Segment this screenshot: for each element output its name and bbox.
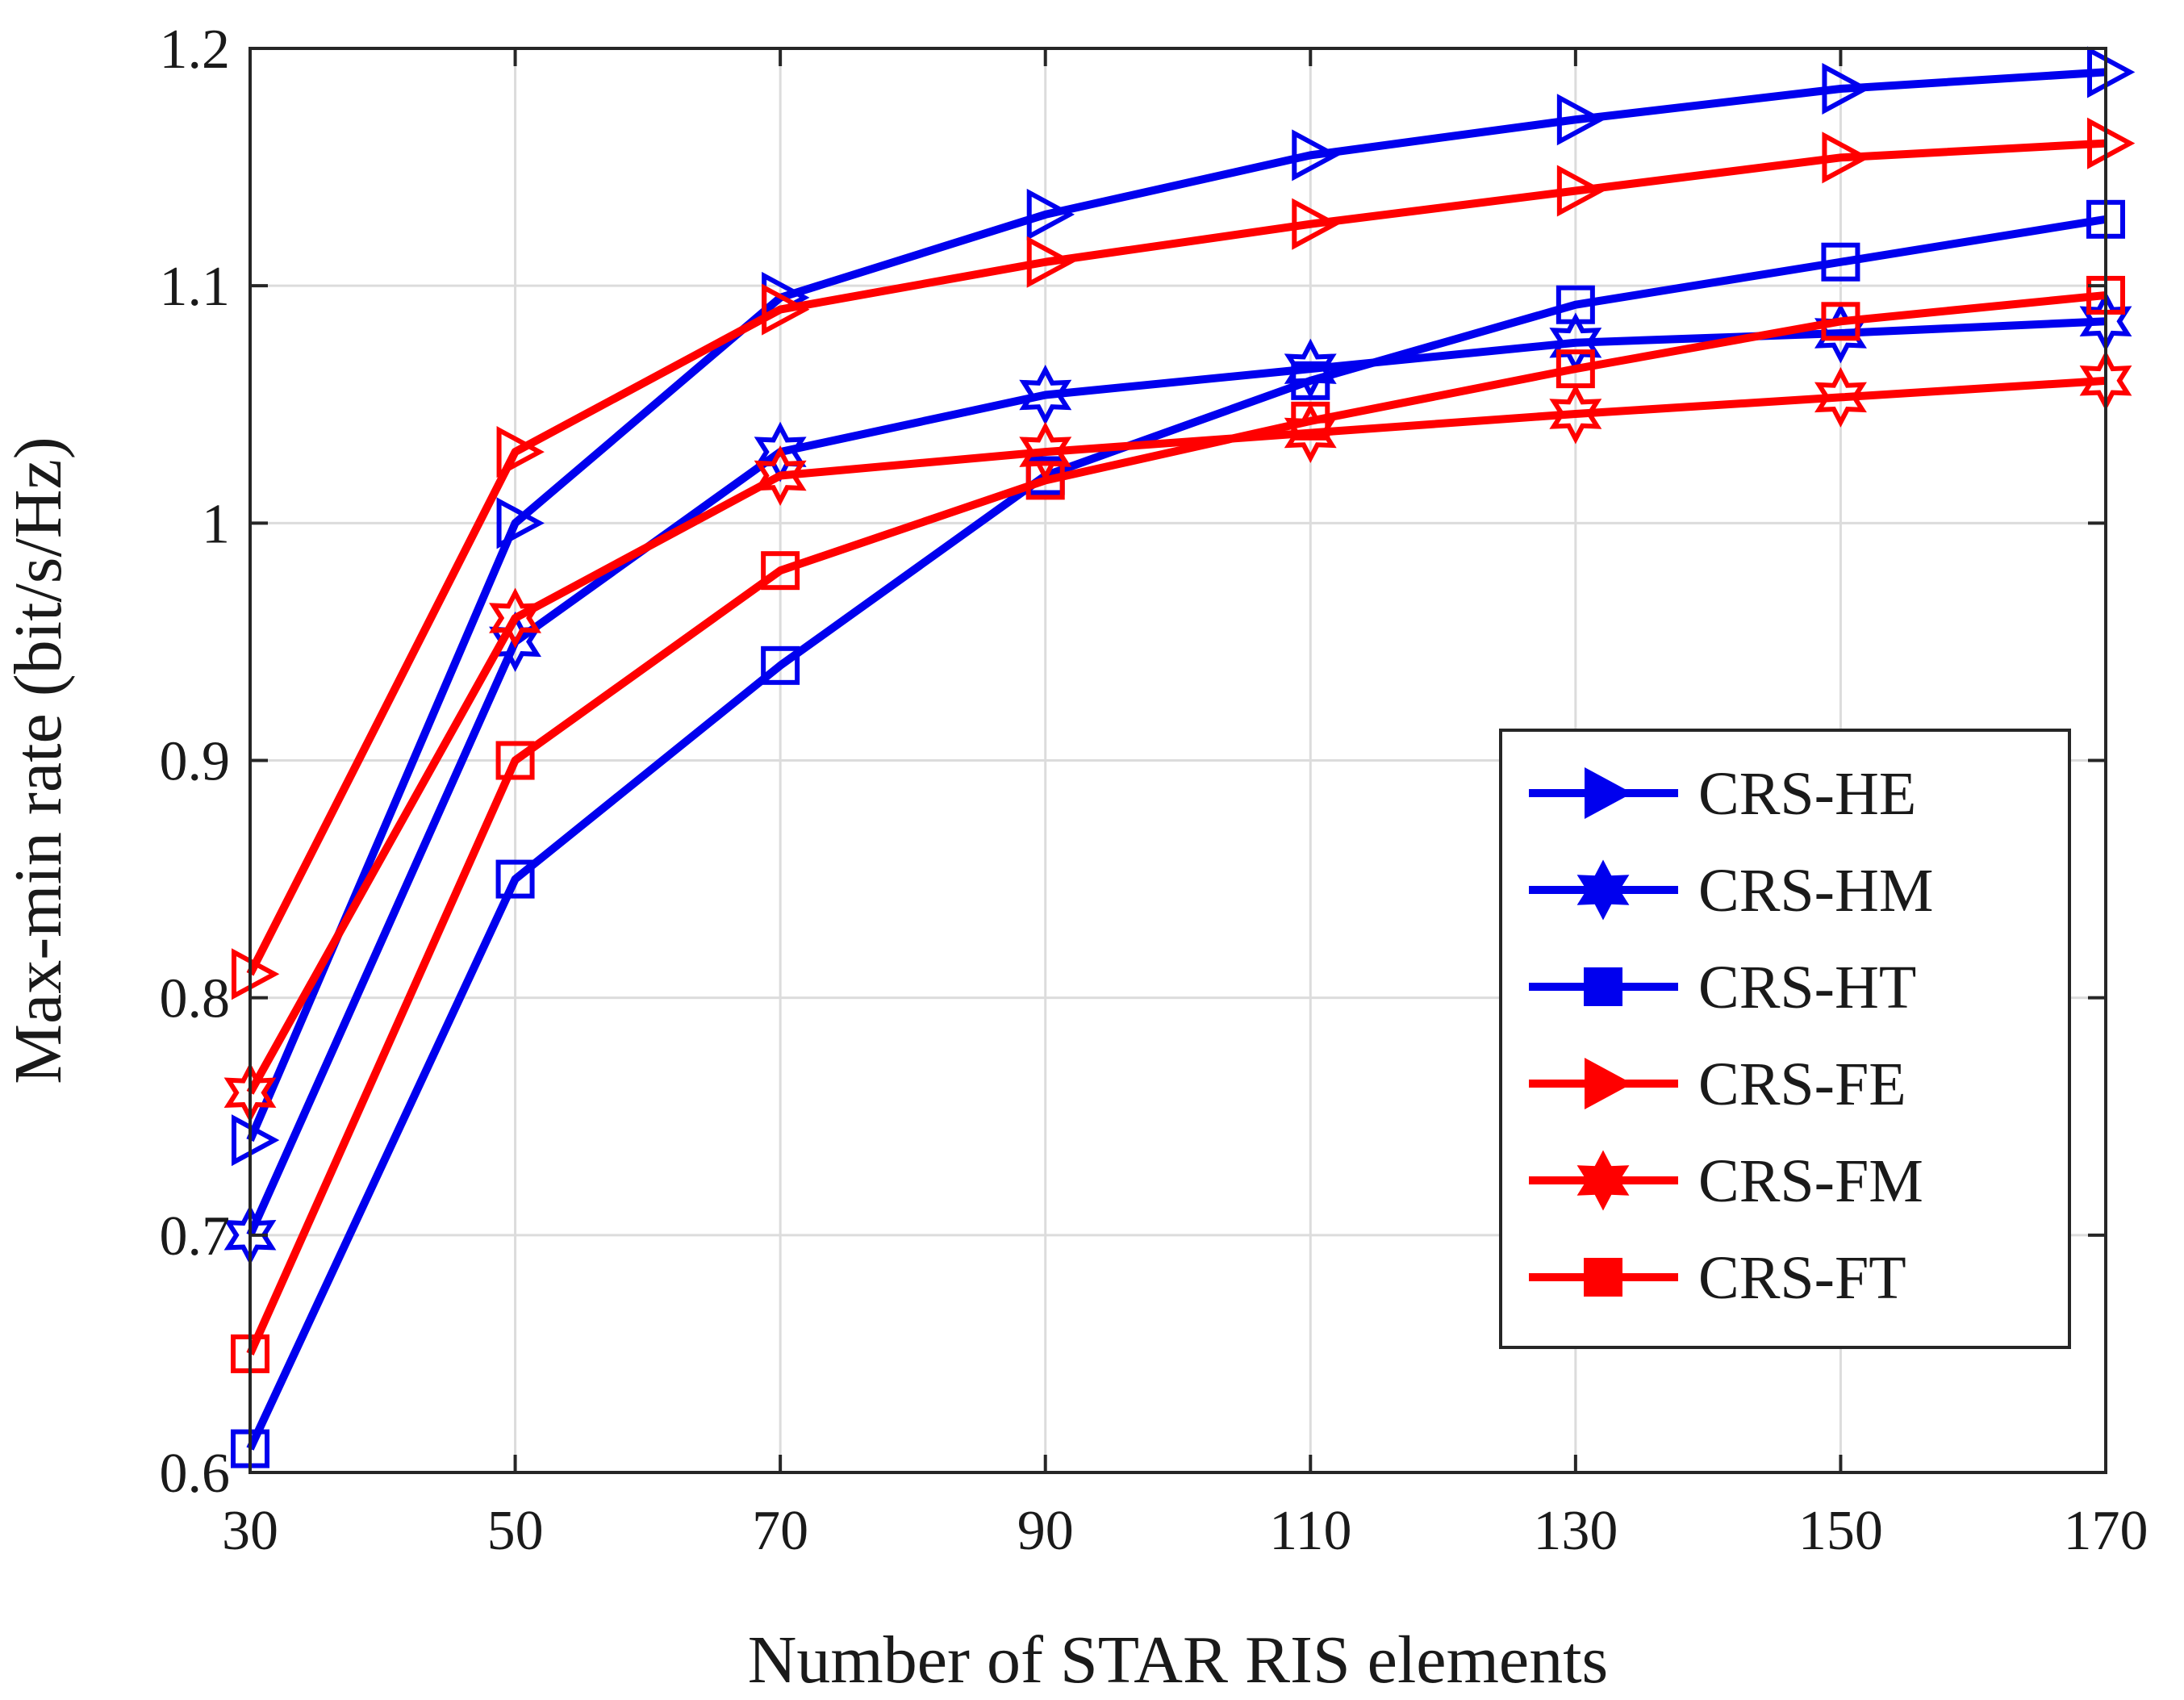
data-point: [1556, 349, 1595, 389]
x-tick-label: 110: [1269, 1500, 1351, 1562]
x-tick-label: 30: [222, 1500, 278, 1562]
data-point: [754, 445, 807, 506]
axis-ticks: [248, 47, 2107, 1474]
data-point: [496, 426, 545, 478]
legend-box: [1499, 729, 2071, 1349]
data-point: [761, 645, 800, 685]
data-point: [1822, 62, 1870, 115]
y-axis-title: Max-min rate (bit/s/Hz): [1, 436, 76, 1084]
legend-label: CRS-HT: [1698, 954, 1916, 1021]
legend-entry: CRS-HT: [1529, 954, 1916, 1021]
legend-entry: CRS-FM: [1529, 1147, 1923, 1215]
data-point: [1025, 461, 1065, 500]
legend: CRS-HE CRS-HM CRS-HT CRS-FE CRS-FM CRS-FT: [1499, 729, 2071, 1349]
data-point: [762, 283, 810, 336]
legend-marker: [1576, 859, 1630, 921]
series-line: [246, 317, 2107, 1237]
x-tick-label: 70: [752, 1500, 808, 1562]
data-point: [232, 948, 280, 1000]
grid: [250, 48, 2106, 1472]
series-crs-fe: [232, 117, 2136, 1000]
data-point: [1556, 165, 1606, 217]
legend-label: CRS-HE: [1698, 760, 1916, 828]
data-point: [495, 859, 535, 899]
data-point: [1291, 361, 1330, 400]
legend-entry: CRS-HE: [1529, 760, 1916, 828]
tick-labels: 30 50 70 90 110 130 150 170 0.6 0.7 0.8 0.9 1 1.1 1.2: [160, 19, 2149, 1562]
legend-marker: [1585, 1057, 1633, 1110]
legend-entry: CRS-FT: [1529, 1244, 1906, 1312]
legend-marker: [1585, 766, 1633, 820]
legend-marker: [1576, 1150, 1630, 1211]
series-crs-ht: [231, 199, 2125, 1468]
data-point: [1556, 285, 1595, 324]
data-point: [1814, 366, 1867, 428]
legend-marker: [1584, 967, 1622, 1006]
series-line: [246, 376, 2107, 1095]
series-crs-ft: [231, 275, 2125, 1373]
data-point: [1556, 94, 1606, 146]
data-point: [1026, 236, 1075, 288]
x-axis-title: Number of STAR RIS elements: [748, 1623, 1609, 1698]
x-tick-label: 170: [2064, 1500, 2149, 1562]
data-point: [1292, 198, 1340, 250]
data-point: [761, 551, 800, 591]
x-tick-label: 90: [1017, 1500, 1074, 1562]
data-point: [1019, 365, 1072, 425]
legend-entry: CRS-FE: [1529, 1050, 1906, 1118]
data-point: [489, 587, 542, 649]
data-point: [496, 497, 545, 549]
data-point: [2087, 117, 2136, 169]
data-point: [1292, 129, 1340, 182]
data-point: [2087, 46, 2136, 98]
y-tick-label: 0.6: [160, 1443, 231, 1505]
y-tick-label: 0.7: [160, 1205, 231, 1268]
series-line: [246, 290, 2107, 1355]
data-point: [495, 741, 535, 780]
data-point: [232, 1114, 280, 1167]
y-tick-label: 0.8: [160, 968, 231, 1030]
legend-entry: CRS-HM: [1529, 857, 1933, 925]
data-point: [1821, 242, 1860, 282]
data-point: [1026, 188, 1075, 240]
series-line: [246, 68, 2107, 1142]
legend-label: CRS-FE: [1698, 1050, 1906, 1118]
y-tick-label: 1.2: [160, 19, 231, 81]
legend-label: CRS-FM: [1698, 1147, 1923, 1215]
series-line: [246, 215, 2107, 1451]
y-tick-label: 0.9: [160, 731, 231, 793]
x-tick-label: 50: [487, 1500, 544, 1562]
x-tick-label: 130: [1533, 1500, 1618, 1562]
legend-label: CRS-HM: [1698, 857, 1933, 925]
y-tick-label: 1.1: [160, 256, 231, 318]
legend-marker: [1584, 1258, 1622, 1297]
data-point: [1821, 302, 1860, 341]
data-point: [1284, 338, 1337, 399]
data-point: [1822, 132, 1870, 184]
y-tick-label: 1: [202, 493, 230, 555]
data-point: [1291, 401, 1330, 441]
legend-label: CRS-FT: [1698, 1244, 1906, 1312]
x-tick-label: 150: [1798, 1500, 1883, 1562]
data-point: [1549, 383, 1602, 445]
plot-series: [223, 46, 2136, 1468]
series-line: [246, 139, 2107, 976]
